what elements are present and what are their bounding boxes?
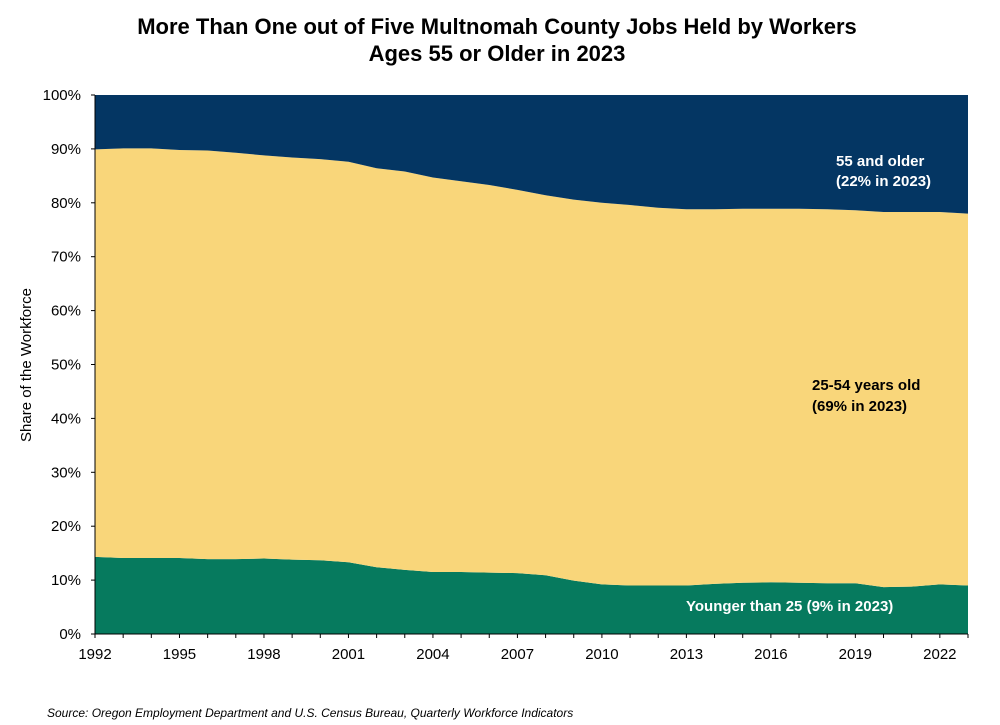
y-tick-label: 80% bbox=[51, 195, 81, 212]
plot-area bbox=[95, 95, 968, 634]
annotation-older-line-1: 55 and older bbox=[836, 153, 925, 170]
annotation-prime-line-2: (69% in 2023) bbox=[812, 398, 907, 415]
y-tick-label: 30% bbox=[51, 464, 81, 481]
x-tick-label: 1995 bbox=[163, 646, 196, 663]
chart-title-line-1: More Than One out of Five Multnomah Coun… bbox=[137, 14, 857, 39]
x-tick-label: 2022 bbox=[923, 646, 956, 663]
y-tick-label: 10% bbox=[51, 572, 81, 589]
area-series-prime bbox=[95, 148, 968, 588]
x-tick-label: 2016 bbox=[754, 646, 787, 663]
y-tick-label: 90% bbox=[51, 141, 81, 158]
x-tick-label: 2013 bbox=[670, 646, 703, 663]
source-note: Source: Oregon Employment Department and… bbox=[47, 706, 573, 720]
annotation-younger: Younger than 25 (9% in 2023) bbox=[686, 598, 893, 615]
y-tick-label: 20% bbox=[51, 518, 81, 535]
x-tick-label: 2004 bbox=[416, 646, 449, 663]
y-tick-label: 40% bbox=[51, 410, 81, 427]
chart-title-line-2: Ages 55 or Older in 2023 bbox=[369, 41, 626, 66]
axes bbox=[91, 94, 969, 638]
x-tick-label: 2010 bbox=[585, 646, 618, 663]
x-tick-label: 2019 bbox=[839, 646, 872, 663]
x-tick-label: 2007 bbox=[501, 646, 534, 663]
y-axis-title: Share of the Workforce bbox=[18, 288, 35, 442]
annotation-older-line-2: (22% in 2023) bbox=[836, 173, 931, 190]
y-tick-label: 50% bbox=[51, 357, 81, 374]
y-tick-label: 70% bbox=[51, 249, 81, 266]
y-tick-label: 60% bbox=[51, 303, 81, 320]
tick-labels: 0% 10% 20% 30% 40% 50% 60% 70% 80% 90% 100% 1992 199… bbox=[43, 87, 957, 663]
annotation-prime-line-1: 25-54 years old bbox=[812, 377, 920, 394]
area-series-older bbox=[95, 95, 968, 214]
x-tick-label: 1992 bbox=[78, 646, 111, 663]
area-series-younger bbox=[95, 556, 968, 634]
y-tick-label: 0% bbox=[59, 626, 81, 643]
y-tick-label: 100% bbox=[43, 87, 81, 104]
x-tick-label: 1998 bbox=[247, 646, 280, 663]
x-tick-label: 2001 bbox=[332, 646, 365, 663]
